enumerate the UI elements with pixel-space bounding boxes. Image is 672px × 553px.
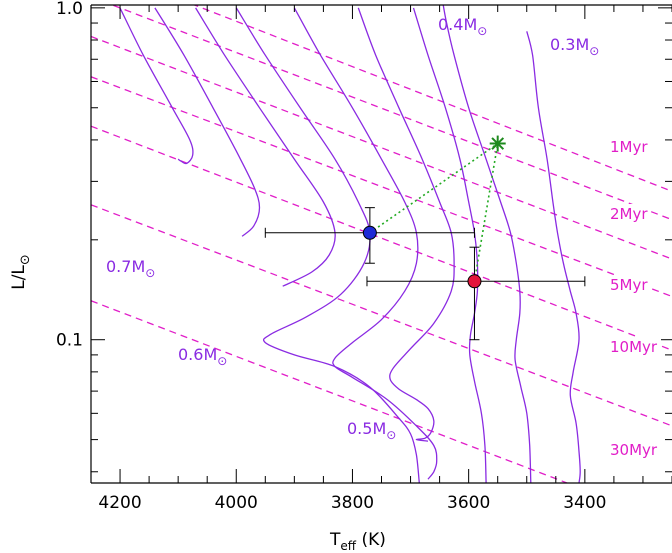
mass-track-7 [442, 5, 532, 483]
y-tick-label: 0.1 [56, 331, 83, 351]
isochrone-line-6 [110, 5, 672, 221]
plot-axes: 4200 4000 3800 3600 3400 0.1 1.0 [56, 0, 672, 513]
y-axis-title: L/L⊙ [9, 254, 33, 290]
age-label-bg-1 [607, 204, 651, 224]
age-label-bg-3 [607, 337, 661, 357]
mass-track-6 [412, 7, 487, 483]
connector-line-0 [369, 142, 499, 234]
mass-track-5 [357, 7, 455, 442]
curve-labels: 0.7M⊙ 0.6M⊙ 0.5M⊙ 0.4M⊙ 0.3M⊙ 1Myr 2Myr 5Myr 10M… [106, 15, 661, 460]
age-label-0: 1Myr [610, 138, 648, 156]
x-tick-label: 4200 [98, 493, 141, 513]
isochrone-line-2 [91, 125, 672, 351]
isochrone-line-5 [91, 76, 672, 298]
x-tick-label: 3600 [447, 493, 490, 513]
data-point-0 [362, 225, 377, 240]
x-tick-label: 4000 [215, 493, 258, 513]
mass-label-3: 0.4M⊙ [438, 15, 487, 38]
y-tick-label: 1.0 [56, 0, 83, 19]
connector-line-1 [473, 143, 499, 282]
age-label-bg-2 [607, 275, 651, 295]
mass-track-3 [235, 7, 420, 483]
data-points [264, 135, 586, 341]
mass-track-2 [195, 7, 336, 287]
mass-track-1 [154, 7, 261, 237]
isochrone-line-0 [192, 5, 672, 192]
age-label-1: 2Myr [610, 205, 648, 223]
mass-track-4 [293, 7, 438, 480]
mass-track-8 [526, 31, 581, 483]
asterisk-stroke-3 [491, 137, 505, 150]
mass-track-0 [119, 7, 194, 165]
mass-tracks [119, 5, 581, 483]
mass-label-2: 0.5M⊙ [347, 419, 396, 442]
isochrone-line-1 [91, 35, 672, 260]
isochrone-line-3 [91, 204, 672, 427]
age-label-4: 30Myr [610, 441, 658, 459]
x-axis-title: Teff (K) [329, 530, 386, 553]
mass-label-1: 0.6M⊙ [178, 345, 227, 368]
mass-label-4: 0.3M⊙ [550, 35, 599, 58]
data-point-1 [467, 274, 482, 289]
age-label-bg-4 [607, 440, 661, 460]
age-label-2: 5Myr [610, 276, 648, 294]
isochrone-line-4 [91, 300, 569, 483]
asterisk-marker [489, 135, 506, 152]
isochrone-lines [91, 5, 672, 483]
age-label-3: 10Myr [610, 338, 658, 356]
age-label-bg-0 [607, 137, 651, 157]
x-tick-label: 3800 [331, 493, 374, 513]
mass-label-0: 0.7M⊙ [106, 257, 155, 280]
x-tick-label: 3400 [563, 493, 606, 513]
